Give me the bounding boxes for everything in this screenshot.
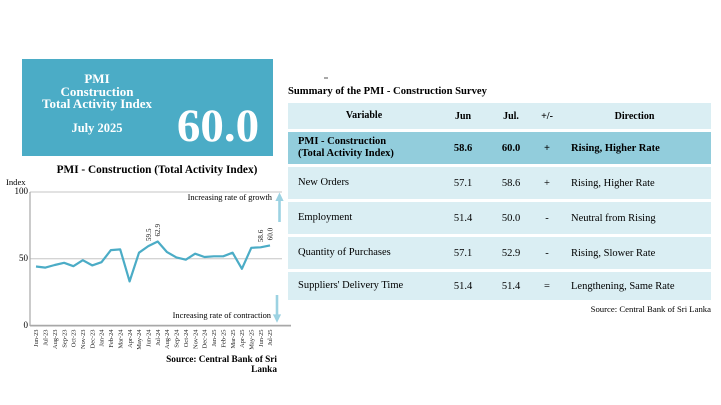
column-header-direction: Direction (614, 110, 655, 122)
cell-variable: Suppliers' Delivery Time (298, 280, 404, 291)
x-tick-label: Feb-25 (220, 330, 227, 348)
y-tick-50: 50 (19, 253, 28, 263)
x-tick-label: Jun-24 (146, 329, 153, 347)
x-tick-label: Sep-24 (174, 329, 181, 348)
cell-change: + (544, 142, 550, 154)
cell-variable: Quantity of Purchases (298, 247, 391, 258)
cell-change: = (544, 280, 550, 292)
x-tick-label: May-24 (136, 329, 143, 350)
table-header-row: Variable Jun Jul. +/- Direction (288, 103, 711, 129)
pmi-headline-value: 60.0 (176, 100, 260, 152)
x-tick-label: May-25 (248, 330, 255, 350)
cell-direction: Neutral from Rising (571, 212, 656, 224)
x-tick-label: Jul-24 (155, 329, 162, 346)
variable-line: PMI - Construction (298, 136, 387, 147)
table-source: Source: Central Bank of Sri Lanka (590, 304, 711, 314)
x-axis-tick-labels: Jun-23 Jul-23 Aug-23 Sep-23 Oct-23 Nov-23 Dec-… (33, 329, 274, 350)
x-tick-label: Aug-24 (164, 329, 171, 349)
chart-y-axis-label: Index (6, 177, 26, 187)
table-row: Suppliers' Delivery Time 51.4 51.4 = Lengthe… (288, 272, 711, 300)
cell-jul-value: 51.4 (501, 280, 521, 292)
x-tick-label: Apr-24 (127, 329, 134, 348)
cell-variable: Employment (298, 212, 353, 223)
column-header-jun: Jun (454, 110, 472, 122)
cell-jul-value: 60.0 (501, 142, 521, 154)
column-header-variable: Variable (345, 110, 383, 121)
y-tick-100: 100 (14, 186, 29, 196)
table-row: PMI - Construction (Total Activity Index)… (288, 132, 711, 164)
cell-jul-value: 58.6 (501, 177, 521, 189)
y-tick-0: 0 (23, 319, 29, 330)
pmi-summary-box: PMI Construction Total Activity Index Ju… (22, 59, 273, 156)
pmi-series-line (35, 240, 271, 283)
cell-jun-value: 57.1 (453, 177, 473, 189)
pmi-box-title-line2: Construction (60, 83, 134, 99)
cell-jun-value: 51.4 (453, 212, 473, 224)
pmi-box-title: PMI Construction Total Activity Index Ju… (22, 71, 172, 135)
cell-jun-value: 58.6 (453, 142, 473, 154)
table-row: New Orders 57.1 58.6 + Rising, Higher Rate (288, 167, 711, 199)
pmi-line-chart: Jun-23 Jul-23 Aug-23 Sep-23 Oct-23 Nov-23 Dec-… (29, 191, 291, 350)
cell-direction: Rising, Higher Rate (571, 142, 660, 154)
cell-jun-value: 51.4 (453, 280, 473, 292)
data-point-label: 58.6 (257, 229, 265, 242)
data-point-label: 59.5 (145, 228, 153, 241)
variable-line: (Total Activity Index) (298, 148, 394, 159)
cell-change: - (545, 212, 549, 224)
x-tick-label: Nov-23 (80, 330, 87, 350)
x-tick-label: Oct-23 (71, 330, 78, 348)
cell-jul-value: 52.9 (501, 247, 521, 259)
cell-change: - (545, 247, 549, 259)
data-point-label: 62.9 (154, 224, 162, 237)
x-tick-label: Apr-25 (239, 330, 246, 348)
x-tick-label: Jan-24 (99, 329, 106, 347)
contraction-annotation: Increasing rate of contraction (172, 311, 271, 320)
x-tick-label: Dec-24 (202, 329, 209, 349)
x-tick-label: Dec-23 (89, 330, 96, 349)
chart-source: Source: Central Bank of Sri Lanka (166, 355, 277, 375)
pmi-box-period: July 2025 (71, 120, 123, 135)
contraction-down-arrow-icon (272, 295, 282, 323)
cell-direction: Rising, Slower Rate (571, 247, 656, 259)
x-tick-label: Feb-24 (108, 329, 115, 348)
growth-up-arrow-icon (275, 192, 284, 222)
cell-direction: Lengthening, Same Rate (571, 280, 675, 292)
x-tick-label: Jun-23 (33, 330, 40, 347)
x-tick-label: Mar-24 (117, 329, 124, 349)
column-header-change: +/- (541, 110, 553, 122)
x-tick-label: Jan-25 (211, 330, 218, 347)
x-tick-label: Sep-23 (61, 330, 68, 348)
growth-annotation: Increasing rate of growth (187, 193, 272, 202)
column-header-jul: Jul. (503, 110, 519, 122)
cell-variable: New Orders (298, 177, 350, 188)
data-point-label: 60.0 (267, 227, 275, 240)
x-tick-label: Aug-23 (52, 330, 59, 350)
chart-title: PMI - Construction (Total Activity Index… (56, 164, 258, 176)
summary-table: Variable Jun Jul. +/- Direction PMI - Co… (288, 103, 711, 300)
cell-jun-value: 57.1 (453, 247, 473, 259)
table-row: Quantity of Purchases 57.1 52.9 - Rising, Sl… (288, 237, 711, 269)
cell-change: + (544, 177, 550, 189)
cell-jul-value: 50.0 (501, 212, 521, 224)
pmi-series (35, 240, 271, 283)
table-row: Employment 51.4 50.0 - Neutral from Rising (288, 202, 711, 234)
x-tick-label: Oct-24 (183, 329, 190, 348)
cell-variable: PMI - Construction (Total Activity Index) (288, 136, 440, 160)
x-tick-label: Jul-25 (267, 330, 274, 346)
x-tick-label: Jun-25 (258, 330, 265, 347)
data-point-labels: 59.5 62.9 58.6 60.0 (145, 224, 275, 243)
x-tick-label: Jul-23 (43, 330, 50, 346)
x-tick-label: Nov-24 (192, 329, 199, 349)
x-tick-label: Mar-25 (230, 330, 237, 349)
table-title: Summary of the PMI - Construction Survey (288, 86, 487, 97)
pmi-box-title-line3: Total Activity Index (41, 96, 153, 112)
stray-mark (324, 77, 328, 79)
pmi-box-title-line1: PMI (84, 71, 110, 86)
cell-direction: Rising, Higher Rate (571, 177, 655, 189)
